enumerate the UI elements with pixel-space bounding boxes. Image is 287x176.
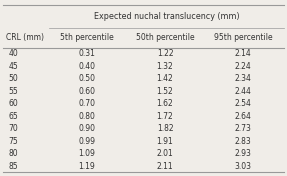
Text: 2.34: 2.34 xyxy=(235,74,252,83)
Text: 70: 70 xyxy=(9,124,18,133)
Text: 0.31: 0.31 xyxy=(78,49,95,58)
Text: 0.90: 0.90 xyxy=(78,124,95,133)
Text: 2.11: 2.11 xyxy=(157,162,173,171)
Text: 1.32: 1.32 xyxy=(157,62,173,71)
Text: 2.01: 2.01 xyxy=(157,149,173,158)
Text: 95th percentile: 95th percentile xyxy=(214,33,273,42)
Text: 0.50: 0.50 xyxy=(78,74,95,83)
Text: 45: 45 xyxy=(9,62,18,71)
Text: 1.91: 1.91 xyxy=(157,137,173,146)
Text: 1.09: 1.09 xyxy=(78,149,95,158)
Text: 55: 55 xyxy=(9,87,18,96)
Text: 0.60: 0.60 xyxy=(78,87,95,96)
Text: 85: 85 xyxy=(9,162,18,171)
Text: 5th percentile: 5th percentile xyxy=(60,33,114,42)
Text: 50th percentile: 50th percentile xyxy=(136,33,194,42)
Text: 1.52: 1.52 xyxy=(157,87,173,96)
Text: 2.54: 2.54 xyxy=(235,99,252,108)
Text: 1.72: 1.72 xyxy=(157,112,173,121)
Text: 2.64: 2.64 xyxy=(235,112,252,121)
Text: 60: 60 xyxy=(9,99,18,108)
Text: 2.73: 2.73 xyxy=(235,124,252,133)
Text: 1.82: 1.82 xyxy=(157,124,173,133)
Text: 0.80: 0.80 xyxy=(78,112,95,121)
Text: 0.70: 0.70 xyxy=(78,99,95,108)
Text: Expected nuchal translucency (mm): Expected nuchal translucency (mm) xyxy=(94,12,239,21)
Text: 1.42: 1.42 xyxy=(157,74,173,83)
Text: 2.24: 2.24 xyxy=(235,62,252,71)
Text: 65: 65 xyxy=(9,112,18,121)
Text: 2.44: 2.44 xyxy=(235,87,252,96)
Text: 75: 75 xyxy=(9,137,18,146)
Text: 2.83: 2.83 xyxy=(235,137,252,146)
Text: 0.99: 0.99 xyxy=(78,137,95,146)
Text: 2.93: 2.93 xyxy=(235,149,252,158)
Text: CRL (mm): CRL (mm) xyxy=(6,33,44,42)
Text: 1.22: 1.22 xyxy=(157,49,173,58)
Text: 2.14: 2.14 xyxy=(235,49,252,58)
Text: 0.40: 0.40 xyxy=(78,62,95,71)
Text: 50: 50 xyxy=(9,74,18,83)
Text: 3.03: 3.03 xyxy=(235,162,252,171)
Text: 80: 80 xyxy=(9,149,18,158)
Text: 1.19: 1.19 xyxy=(78,162,95,171)
Text: 40: 40 xyxy=(9,49,18,58)
Text: 1.62: 1.62 xyxy=(157,99,173,108)
